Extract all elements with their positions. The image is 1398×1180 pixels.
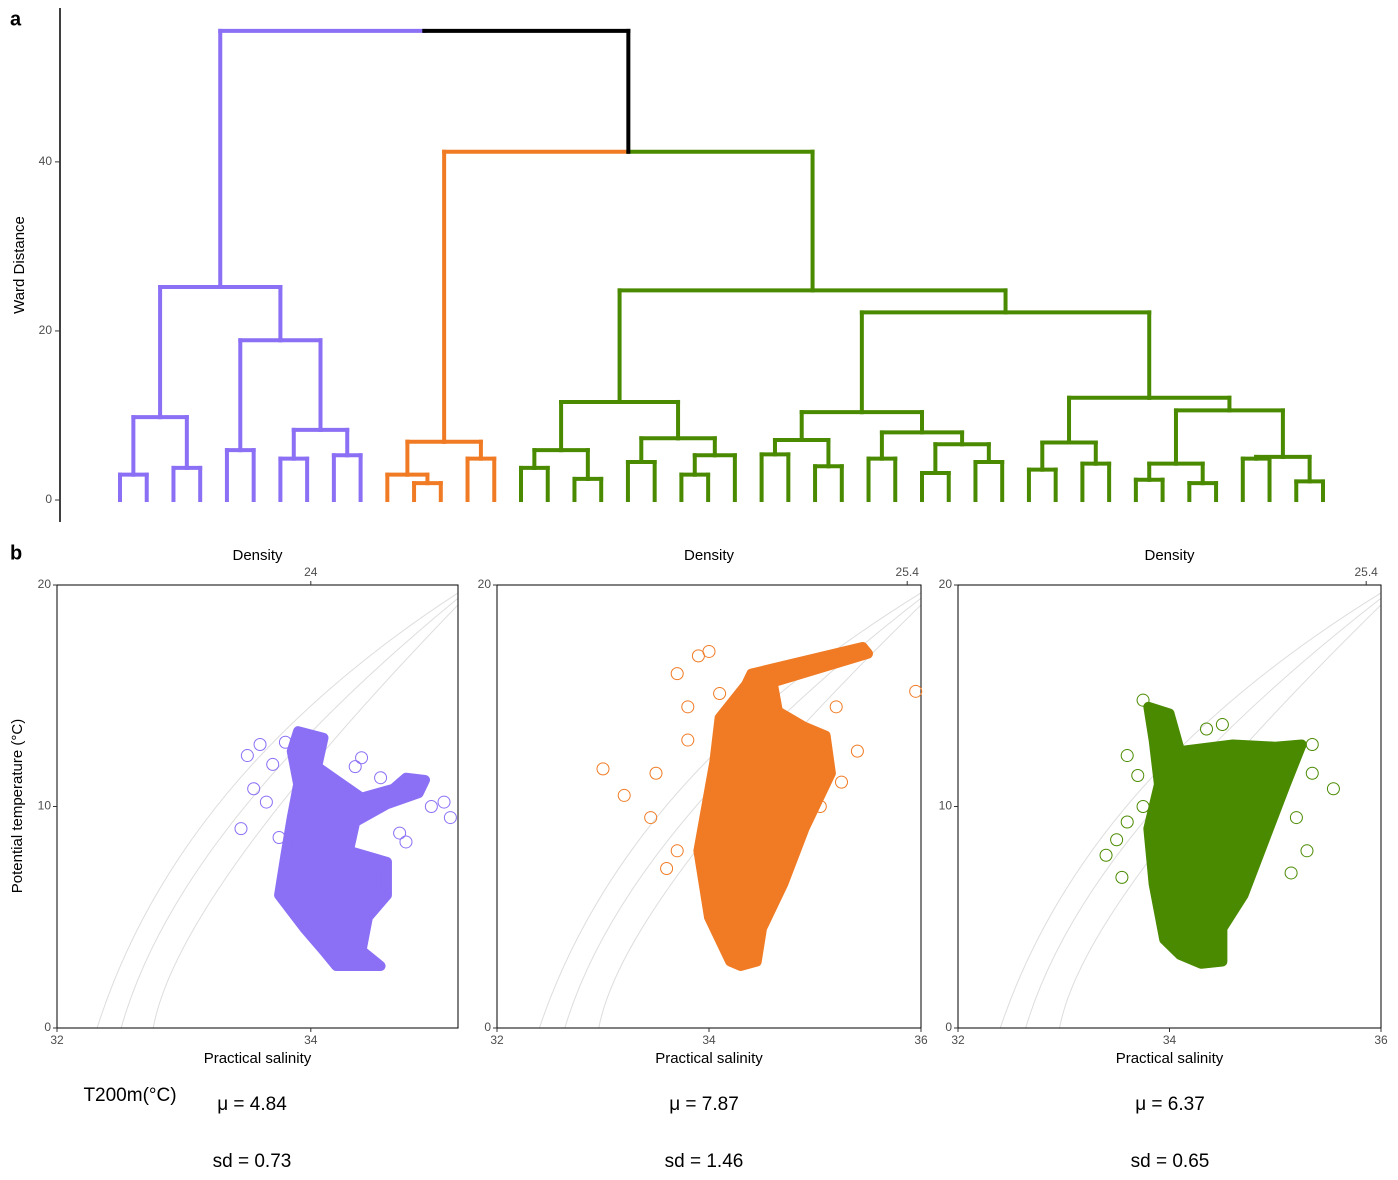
- point: [909, 684, 923, 698]
- isopycnal: [96, 592, 459, 1029]
- point: [1136, 693, 1150, 707]
- y-tick-label: 20: [38, 577, 52, 591]
- x-tick-label: 32: [951, 1033, 965, 1047]
- point: [1110, 833, 1124, 847]
- stat-sd: sd = 1.46: [665, 1151, 744, 1172]
- point: [437, 795, 451, 809]
- point: [1326, 782, 1340, 796]
- point: [1289, 811, 1303, 825]
- point: [393, 826, 407, 840]
- x-tick-label: 34: [1163, 1033, 1177, 1047]
- point: [374, 771, 388, 785]
- point: [1215, 718, 1229, 732]
- y-axis-label: Ward Distance: [11, 216, 28, 314]
- point: [348, 760, 362, 774]
- y-tick-label: 0: [484, 1020, 491, 1034]
- y-tick-label: 10: [38, 799, 52, 813]
- x-axis-label: Practical salinity: [655, 1050, 763, 1067]
- plot-frame: [56, 584, 459, 1029]
- top-tick-label: 25.4: [896, 565, 920, 579]
- isopycnal: [120, 597, 459, 1029]
- point: [850, 744, 864, 758]
- x-tick-label: 34: [702, 1033, 716, 1047]
- panel-label: b: [10, 542, 22, 564]
- top-tick-label: 24: [304, 565, 318, 579]
- point: [1284, 866, 1298, 880]
- point: [1305, 737, 1319, 751]
- point: [259, 795, 273, 809]
- point: [247, 782, 261, 796]
- point: [266, 757, 280, 771]
- point: [253, 737, 267, 751]
- point: [829, 700, 843, 714]
- point: [1136, 800, 1150, 813]
- plot-title: Density: [684, 547, 735, 564]
- x-tick-label: 36: [1374, 1033, 1388, 1047]
- stat-mean: μ = 4.84: [217, 1094, 287, 1115]
- stats-label: T200m(°C): [83, 1085, 176, 1106]
- point: [681, 733, 695, 747]
- stat-sd: sd = 0.73: [213, 1151, 292, 1172]
- y-tick-label: 0: [44, 1020, 51, 1034]
- point: [617, 788, 631, 802]
- x-tick-label: 32: [490, 1033, 504, 1047]
- point: [240, 749, 254, 763]
- y-tick-label: 0: [45, 492, 52, 506]
- y-tick-label: 0: [945, 1020, 952, 1034]
- point: [399, 835, 413, 849]
- isopycnal: [1025, 597, 1382, 1029]
- point: [681, 700, 695, 714]
- y-tick-label: 20: [478, 577, 492, 591]
- point-cloud: [1143, 701, 1307, 969]
- x-axis-label: Practical salinity: [1116, 1050, 1224, 1067]
- point: [649, 766, 663, 780]
- point: [1120, 749, 1134, 763]
- top-tick-label: 25.4: [1355, 565, 1379, 579]
- point: [670, 667, 684, 681]
- x-axis-label: Practical salinity: [204, 1050, 312, 1067]
- point: [660, 862, 674, 876]
- plot-title: Density: [232, 547, 283, 564]
- isopycnal: [999, 592, 1382, 1029]
- point: [713, 687, 727, 701]
- point-cloud: [274, 726, 431, 971]
- point: [1099, 848, 1113, 862]
- point: [1305, 766, 1319, 780]
- point: [234, 822, 248, 836]
- y-tick-label: 20: [39, 323, 53, 337]
- y-tick-label: 10: [939, 799, 953, 813]
- point: [1120, 815, 1134, 829]
- isopycnal: [152, 604, 459, 1029]
- point: [1115, 870, 1129, 884]
- point: [355, 751, 369, 765]
- stat-mean: μ = 7.87: [669, 1094, 739, 1115]
- point: [424, 800, 438, 813]
- stat-mean: μ = 6.37: [1135, 1094, 1205, 1115]
- point: [644, 811, 658, 825]
- point: [702, 644, 716, 658]
- panel-label: a: [10, 8, 22, 30]
- isopycnal: [538, 592, 922, 1029]
- y-tick-label: 40: [39, 154, 53, 168]
- point: [1200, 722, 1214, 736]
- point: [596, 762, 610, 776]
- point: [443, 811, 457, 825]
- point-cloud: [693, 642, 873, 971]
- point: [835, 775, 848, 789]
- x-tick-label: 32: [50, 1033, 64, 1047]
- x-tick-label: 36: [914, 1033, 928, 1047]
- y-tick-label: 20: [939, 577, 953, 591]
- point: [1300, 844, 1314, 858]
- point: [1131, 768, 1145, 782]
- isopycnal: [598, 604, 922, 1029]
- plot-title: Density: [1144, 547, 1195, 564]
- x-tick-label: 34: [304, 1033, 318, 1047]
- y-axis-label: Potential temperature (°C): [9, 719, 26, 893]
- stat-sd: sd = 0.65: [1131, 1151, 1210, 1172]
- point: [670, 844, 684, 858]
